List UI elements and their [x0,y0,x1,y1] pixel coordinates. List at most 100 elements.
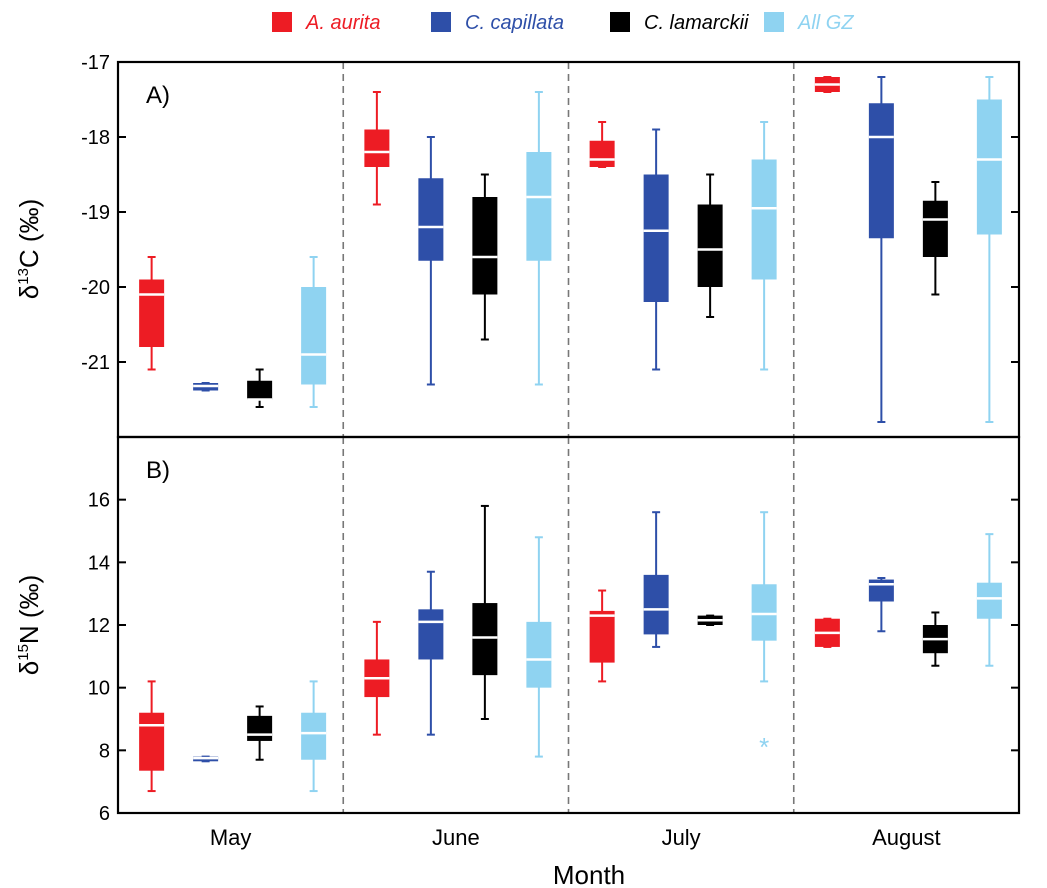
box-body [247,715,273,741]
box-august-a-aurita [814,76,840,93]
box-may-c-capillata [193,382,219,392]
box-july-c-capillata [643,128,669,371]
box-may-all-gz [301,256,327,408]
box-july-c-lamarckii [697,173,723,318]
plot-frame [116,435,1021,815]
y-axis-title-prefix: δ [14,661,44,675]
y-axis-title-sup: 15 [15,644,32,661]
legend-label-c-lamarckii: C. lamarckii [644,12,749,34]
box-june-a-aurita [364,620,390,736]
box-body [526,621,552,688]
box-body [472,197,498,295]
month-label-august: August [872,825,941,850]
box-body [301,287,327,385]
month-axis: May June July August [210,825,941,850]
y-tick-label: -17 [81,52,110,74]
box-july-all-gz [751,121,777,371]
box-body [526,152,552,261]
y-tick-label: -19 [81,202,110,224]
y-tick-label: 6 [99,803,110,825]
box-august-c-capillata [868,577,894,633]
box-may-c-lamarckii [247,368,273,408]
panel-label: A) [146,82,170,109]
box-body [472,603,498,676]
box-body [643,174,669,302]
box-may-c-lamarckii [247,705,273,761]
box-june-all-gz [526,91,552,386]
y-tick-label: -18 [81,127,110,149]
box-may-c-capillata [193,755,219,763]
legend-swatch-all-gz [764,12,784,32]
box-body [139,712,165,771]
box-july-a-aurita [589,121,615,168]
y-tick-label: 12 [88,615,110,637]
legend: A. aurita C. capillata C. lamarckii All GZ [272,12,854,34]
legend-label-all-gz: All GZ [797,12,854,34]
box-body [139,279,165,347]
month-label-july: July [662,825,701,850]
box-june-c-capillata [418,570,444,736]
box-body [868,103,894,239]
box-july-all-gz [751,511,777,683]
y-axis-title: δ15N (‰) [14,575,44,676]
panel-b: 6 8 10 12 14 16 B) δ15N (‰) * [14,435,1021,825]
box-body [922,200,948,257]
box-body [697,204,723,287]
y-axis-title-sup: 13 [15,268,32,285]
box-body [589,140,615,167]
y-axis-title-prefix: δ [14,285,44,299]
y-axis-title-main: N (‰) [14,575,44,644]
legend-item-all-gz: All GZ [764,12,854,34]
legend-swatch-c-lamarckii [610,12,630,32]
outlier-marker: * [759,732,769,762]
y-tick-label: 14 [88,552,110,574]
y-tick-label: 8 [99,740,110,762]
legend-item-c-lamarckii: C. lamarckii [610,12,749,34]
box-body [751,159,777,280]
box-body [247,380,273,400]
box-august-c-lamarckii [922,181,948,296]
box-june-c-lamarckii [472,504,498,720]
box-june-all-gz [526,536,552,758]
box-june-c-lamarckii [472,173,498,341]
panel-a: -17 -18 -19 -20 -21 A) δ13C (‰) [14,52,1021,439]
box-body [643,574,669,635]
box-body [301,712,327,760]
box-body [868,579,894,602]
box-body [751,584,777,641]
box-may-a-aurita [139,256,165,371]
box-august-all-gz [976,533,1002,667]
y-tick-label: -21 [81,352,110,374]
box-body [976,99,1002,235]
y-tick-label: -20 [81,277,110,299]
y-axis-title-main: C (‰) [14,199,44,268]
y-tick-label: 16 [88,490,110,512]
legend-swatch-a-aurita [272,12,292,32]
legend-label-a-aurita: A. aurita [305,12,380,34]
box-body [589,610,615,663]
box-july-c-lamarckii [697,614,723,626]
box-august-all-gz [976,76,1002,423]
box-august-c-capillata [868,76,894,423]
box-body [418,609,444,660]
box-body [364,129,390,167]
box-body [418,178,444,261]
box-july-c-capillata [643,511,669,648]
legend-item-c-capillata: C. capillata [431,12,564,34]
legend-item-a-aurita: A. aurita [272,12,380,34]
y-tick-label: 10 [88,678,110,700]
box-may-a-aurita [139,680,165,793]
box-june-a-aurita [364,91,390,206]
panel-label: B) [146,457,170,484]
box-june-c-capillata [418,136,444,386]
legend-swatch-c-capillata [431,12,451,32]
box-body [976,582,1002,619]
box-august-a-aurita [814,617,840,648]
box-august-c-lamarckii [922,611,948,667]
x-axis-title: Month [553,860,625,888]
box-july-a-aurita [589,589,615,683]
legend-label-c-capillata: C. capillata [465,12,564,34]
month-label-may: May [210,825,252,850]
box-may-all-gz [301,680,327,793]
